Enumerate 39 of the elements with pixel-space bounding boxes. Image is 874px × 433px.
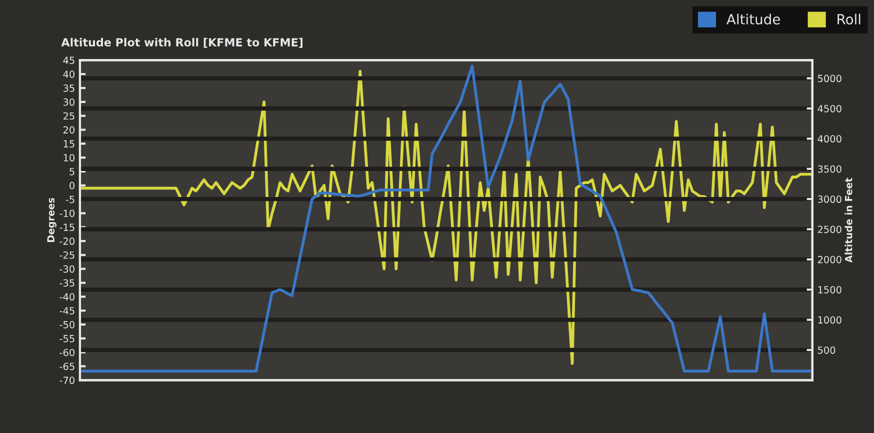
y-tick-label: -20 — [60, 238, 74, 245]
y2-tick-label: 2000 — [818, 256, 842, 264]
y-tick-label: -35 — [60, 279, 74, 287]
y2-axis-title: Altitude in Feet — [844, 178, 852, 263]
y-tick-label: -40 — [60, 293, 74, 301]
y-tick-label: 15 — [64, 140, 74, 148]
y-tick-label: 20 — [63, 126, 74, 134]
y-tick-label: -60 — [60, 348, 74, 356]
y-axis-title: Degrees — [47, 198, 56, 242]
y-tick-label: -25 — [60, 251, 74, 259]
legend-label: Altitude — [726, 14, 780, 25]
chart-title: Altitude Plot with Roll [KFME to KFME] — [61, 38, 302, 48]
y2-tick-label: 4000 — [818, 135, 842, 143]
y-tick-label: 10 — [64, 154, 74, 162]
y-tick-label: -50 — [60, 321, 74, 328]
y2-tick-label: 4500 — [818, 104, 842, 112]
y-tick-label: 5 — [70, 168, 74, 176]
y-tick-label: 30 — [63, 98, 74, 106]
y-tick-label: 0 — [70, 182, 74, 190]
y-tick-label: 25 — [63, 112, 74, 120]
y2-tick-label: 2500 — [818, 226, 842, 234]
y-tick-label: -15 — [60, 224, 74, 231]
y-tick-label: 40 — [63, 70, 74, 78]
y-tick-label: -70 — [60, 376, 74, 384]
y2-tick-label: 1000 — [818, 316, 842, 324]
y-tick-label: -5 — [66, 196, 74, 204]
y2-tick-label: 1500 — [818, 286, 842, 294]
y2-tick-label: 3000 — [818, 196, 842, 203]
y2-tick-label: 3500 — [818, 165, 842, 173]
y-tick-label: 35 — [63, 84, 74, 92]
y2-tick-label: 500 — [818, 346, 836, 354]
y-tick-label: -55 — [60, 335, 74, 342]
y2-tick-label: 5000 — [818, 74, 842, 82]
y-tick-label: -65 — [60, 362, 74, 370]
y-tick-label: -30 — [60, 265, 74, 273]
y-tick-label: 45 — [63, 56, 74, 64]
legend-label: Roll — [838, 14, 860, 25]
y-tick-label: -10 — [60, 210, 74, 218]
y-tick-label: -45 — [60, 307, 74, 314]
